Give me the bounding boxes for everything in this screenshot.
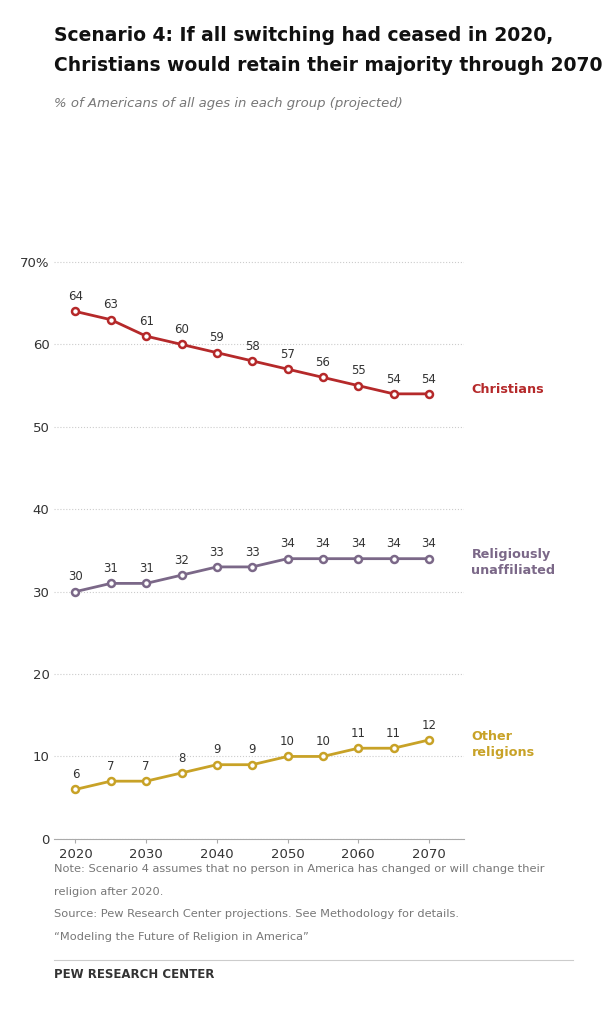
Text: 63: 63 bbox=[103, 299, 118, 311]
Text: 10: 10 bbox=[315, 736, 330, 748]
Text: Religiously
unaffiliated: Religiously unaffiliated bbox=[472, 548, 555, 577]
Text: Source: Pew Research Center projections. See Methodology for details.: Source: Pew Research Center projections.… bbox=[54, 909, 459, 920]
Text: 11: 11 bbox=[351, 727, 366, 740]
Text: 34: 34 bbox=[386, 537, 401, 550]
Text: Note: Scenario 4 assumes that no person in America has changed or will change th: Note: Scenario 4 assumes that no person … bbox=[54, 864, 545, 875]
Text: 10: 10 bbox=[280, 736, 295, 748]
Text: 12: 12 bbox=[421, 718, 437, 731]
Text: 60: 60 bbox=[174, 323, 189, 337]
Text: Christians: Christians bbox=[472, 384, 544, 396]
Text: 34: 34 bbox=[280, 537, 295, 550]
Text: 57: 57 bbox=[280, 348, 295, 361]
Text: 59: 59 bbox=[209, 331, 224, 345]
Text: 33: 33 bbox=[245, 545, 260, 559]
Text: 6: 6 bbox=[72, 768, 79, 782]
Text: 11: 11 bbox=[386, 727, 401, 740]
Text: 9: 9 bbox=[213, 744, 221, 756]
Text: 7: 7 bbox=[107, 760, 115, 772]
Text: 34: 34 bbox=[421, 537, 437, 550]
Text: 7: 7 bbox=[142, 760, 150, 772]
Text: 9: 9 bbox=[248, 744, 256, 756]
Text: 32: 32 bbox=[174, 553, 189, 567]
Text: 34: 34 bbox=[315, 537, 330, 550]
Text: 34: 34 bbox=[351, 537, 365, 550]
Text: 30: 30 bbox=[68, 570, 83, 583]
Text: 54: 54 bbox=[421, 372, 437, 386]
Text: 58: 58 bbox=[245, 340, 260, 353]
Text: “Modeling the Future of Religion in America”: “Modeling the Future of Religion in Amer… bbox=[54, 932, 309, 942]
Text: Scenario 4: If all switching had ceased in 2020,: Scenario 4: If all switching had ceased … bbox=[54, 26, 554, 45]
Text: % of Americans of all ages in each group (projected): % of Americans of all ages in each group… bbox=[54, 97, 403, 110]
Text: 8: 8 bbox=[178, 752, 185, 764]
Text: Other
religions: Other religions bbox=[472, 729, 534, 759]
Text: 31: 31 bbox=[139, 562, 154, 575]
Text: 54: 54 bbox=[386, 372, 401, 386]
Text: 31: 31 bbox=[103, 562, 118, 575]
Text: Christians would retain their majority through 2070: Christians would retain their majority t… bbox=[54, 56, 603, 76]
Text: 64: 64 bbox=[68, 291, 83, 303]
Text: religion after 2020.: religion after 2020. bbox=[54, 887, 163, 897]
Text: PEW RESEARCH CENTER: PEW RESEARCH CENTER bbox=[54, 968, 215, 981]
Text: 55: 55 bbox=[351, 364, 365, 377]
Text: 61: 61 bbox=[139, 315, 154, 327]
Text: 33: 33 bbox=[209, 545, 224, 559]
Text: 56: 56 bbox=[315, 356, 330, 369]
